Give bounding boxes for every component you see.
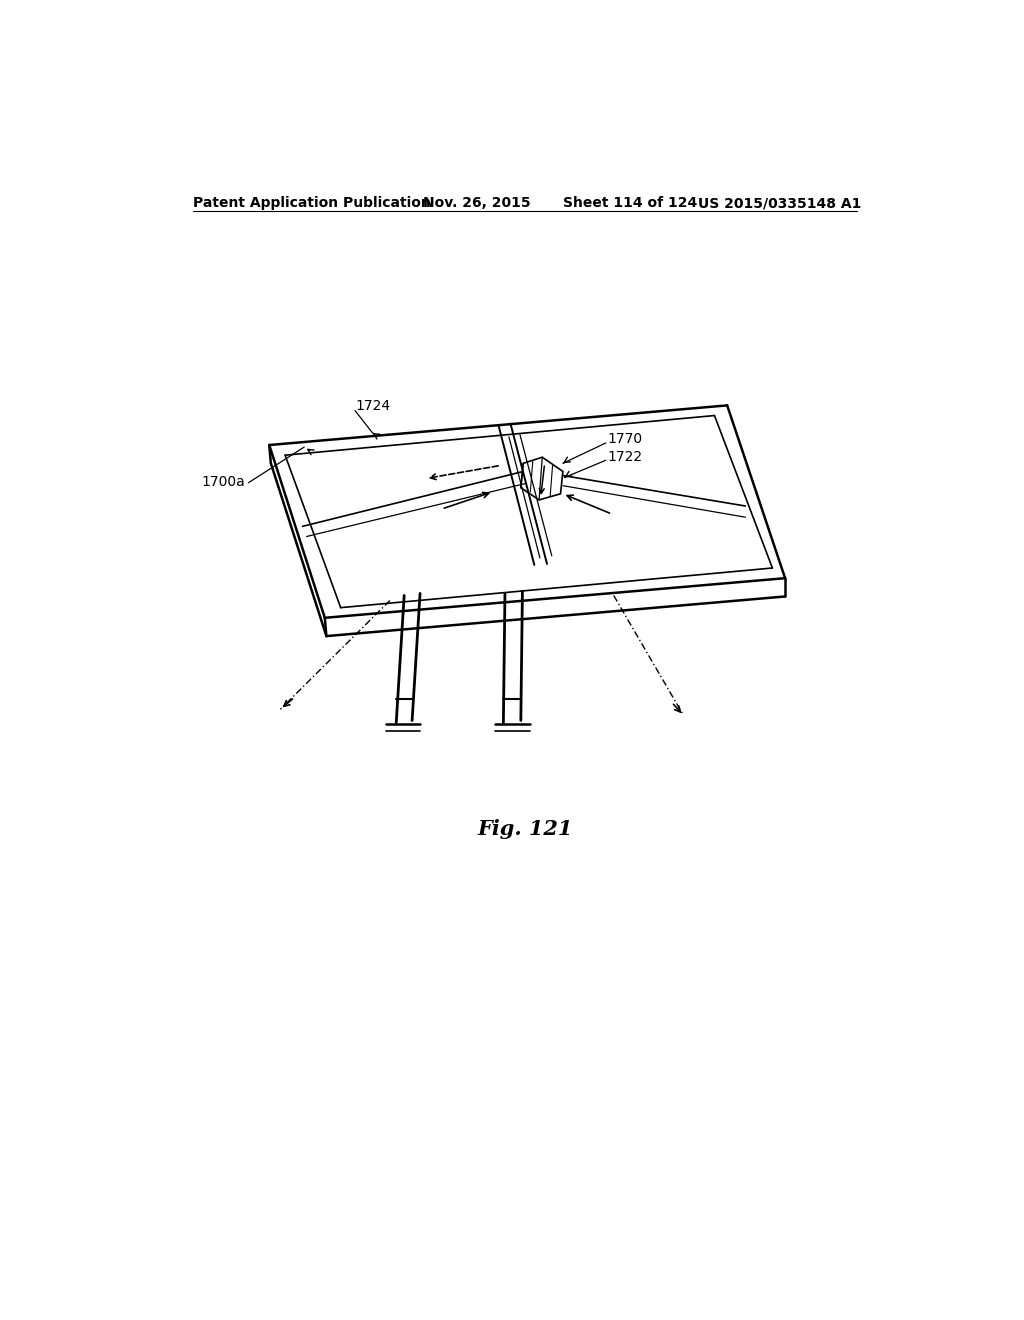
Text: Fig. 121: Fig. 121 [477,820,572,840]
Text: 1700a: 1700a [202,475,246,488]
Text: US 2015/0335148 A1: US 2015/0335148 A1 [697,197,861,210]
Text: Nov. 26, 2015: Nov. 26, 2015 [423,197,530,210]
Text: Sheet 114 of 124: Sheet 114 of 124 [563,197,697,210]
Text: 1724: 1724 [355,400,390,413]
Text: 1722: 1722 [607,450,642,465]
Text: Patent Application Publication: Patent Application Publication [194,197,431,210]
Text: 1770: 1770 [607,432,642,446]
